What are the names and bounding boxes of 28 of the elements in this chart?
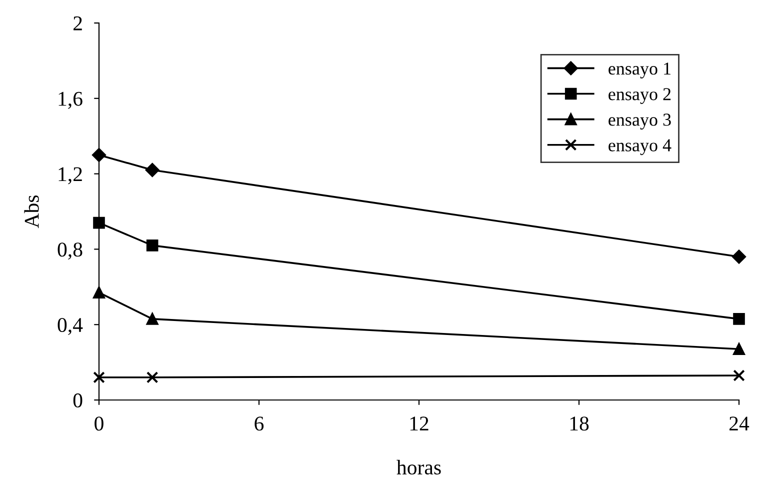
point xyxy=(146,371,158,384)
y-tick-label: 0,4 xyxy=(58,318,83,336)
x-tick-label: 18 xyxy=(570,416,589,431)
y-tick-label: 0,8 xyxy=(58,242,82,260)
point xyxy=(145,163,160,177)
point xyxy=(733,370,745,382)
x-tick-label: 24 xyxy=(730,416,750,430)
y-tick-label: 2 xyxy=(74,16,82,30)
x-axis-title: horas xyxy=(396,460,441,475)
point xyxy=(146,240,158,252)
legend-label: ensayo 1 xyxy=(608,62,670,78)
point xyxy=(93,371,105,384)
point xyxy=(733,313,745,325)
y-tick-label: 0 xyxy=(73,393,82,408)
point xyxy=(93,286,105,298)
y-tick-label: 1,2 xyxy=(58,167,82,184)
y-axis-title: Abs xyxy=(24,195,39,228)
x-tick-label: 12 xyxy=(410,416,428,430)
point xyxy=(732,250,746,264)
x-tick-label: 6 xyxy=(254,416,264,431)
legend-label: ensayo 4 xyxy=(608,139,672,156)
x-tick-label: 0 xyxy=(94,416,104,431)
point xyxy=(733,343,745,356)
y-tick-label: 1,6 xyxy=(58,92,82,109)
point xyxy=(93,216,105,229)
legend-label: ensayo 3 xyxy=(608,114,671,130)
legend-label: ensayo 2 xyxy=(608,88,671,104)
point xyxy=(146,313,158,325)
